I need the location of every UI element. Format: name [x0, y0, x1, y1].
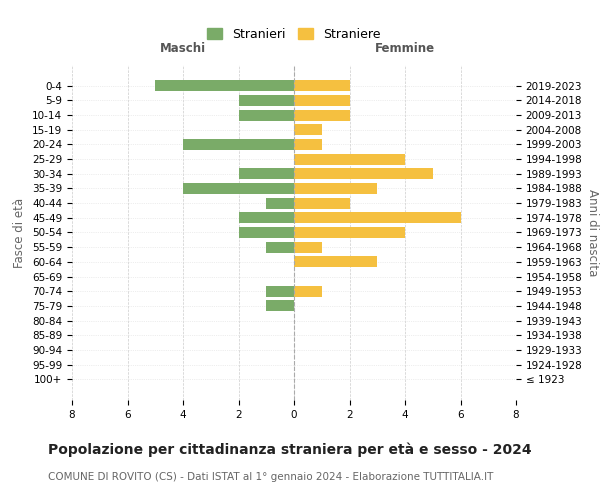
Bar — [294, 139, 322, 150]
Y-axis label: Fasce di età: Fasce di età — [13, 198, 26, 268]
Bar — [294, 154, 405, 164]
Bar — [294, 168, 433, 179]
Bar — [239, 95, 294, 106]
Bar — [183, 183, 294, 194]
Y-axis label: Anni di nascita: Anni di nascita — [586, 189, 599, 276]
Bar — [294, 212, 461, 224]
Text: Popolazione per cittadinanza straniera per età e sesso - 2024: Popolazione per cittadinanza straniera p… — [48, 442, 532, 457]
Bar — [183, 139, 294, 150]
Text: COMUNE DI ROVITO (CS) - Dati ISTAT al 1° gennaio 2024 - Elaborazione TUTTITALIA.: COMUNE DI ROVITO (CS) - Dati ISTAT al 1°… — [48, 472, 493, 482]
Bar — [294, 183, 377, 194]
Legend: Stranieri, Straniere: Stranieri, Straniere — [207, 28, 381, 40]
Bar — [239, 110, 294, 120]
Bar — [294, 95, 349, 106]
Bar — [294, 286, 322, 296]
Bar — [294, 80, 349, 91]
Bar — [294, 124, 322, 136]
Text: Maschi: Maschi — [160, 42, 206, 55]
Bar — [294, 256, 377, 268]
Bar — [239, 168, 294, 179]
Bar — [294, 198, 349, 208]
Bar — [294, 110, 349, 120]
Bar — [266, 286, 294, 296]
Bar — [239, 212, 294, 224]
Bar — [266, 198, 294, 208]
Bar — [294, 227, 405, 238]
Bar — [155, 80, 294, 91]
Text: Femmine: Femmine — [375, 42, 435, 55]
Bar — [266, 300, 294, 312]
Bar — [294, 242, 322, 252]
Bar — [239, 227, 294, 238]
Bar — [266, 242, 294, 252]
